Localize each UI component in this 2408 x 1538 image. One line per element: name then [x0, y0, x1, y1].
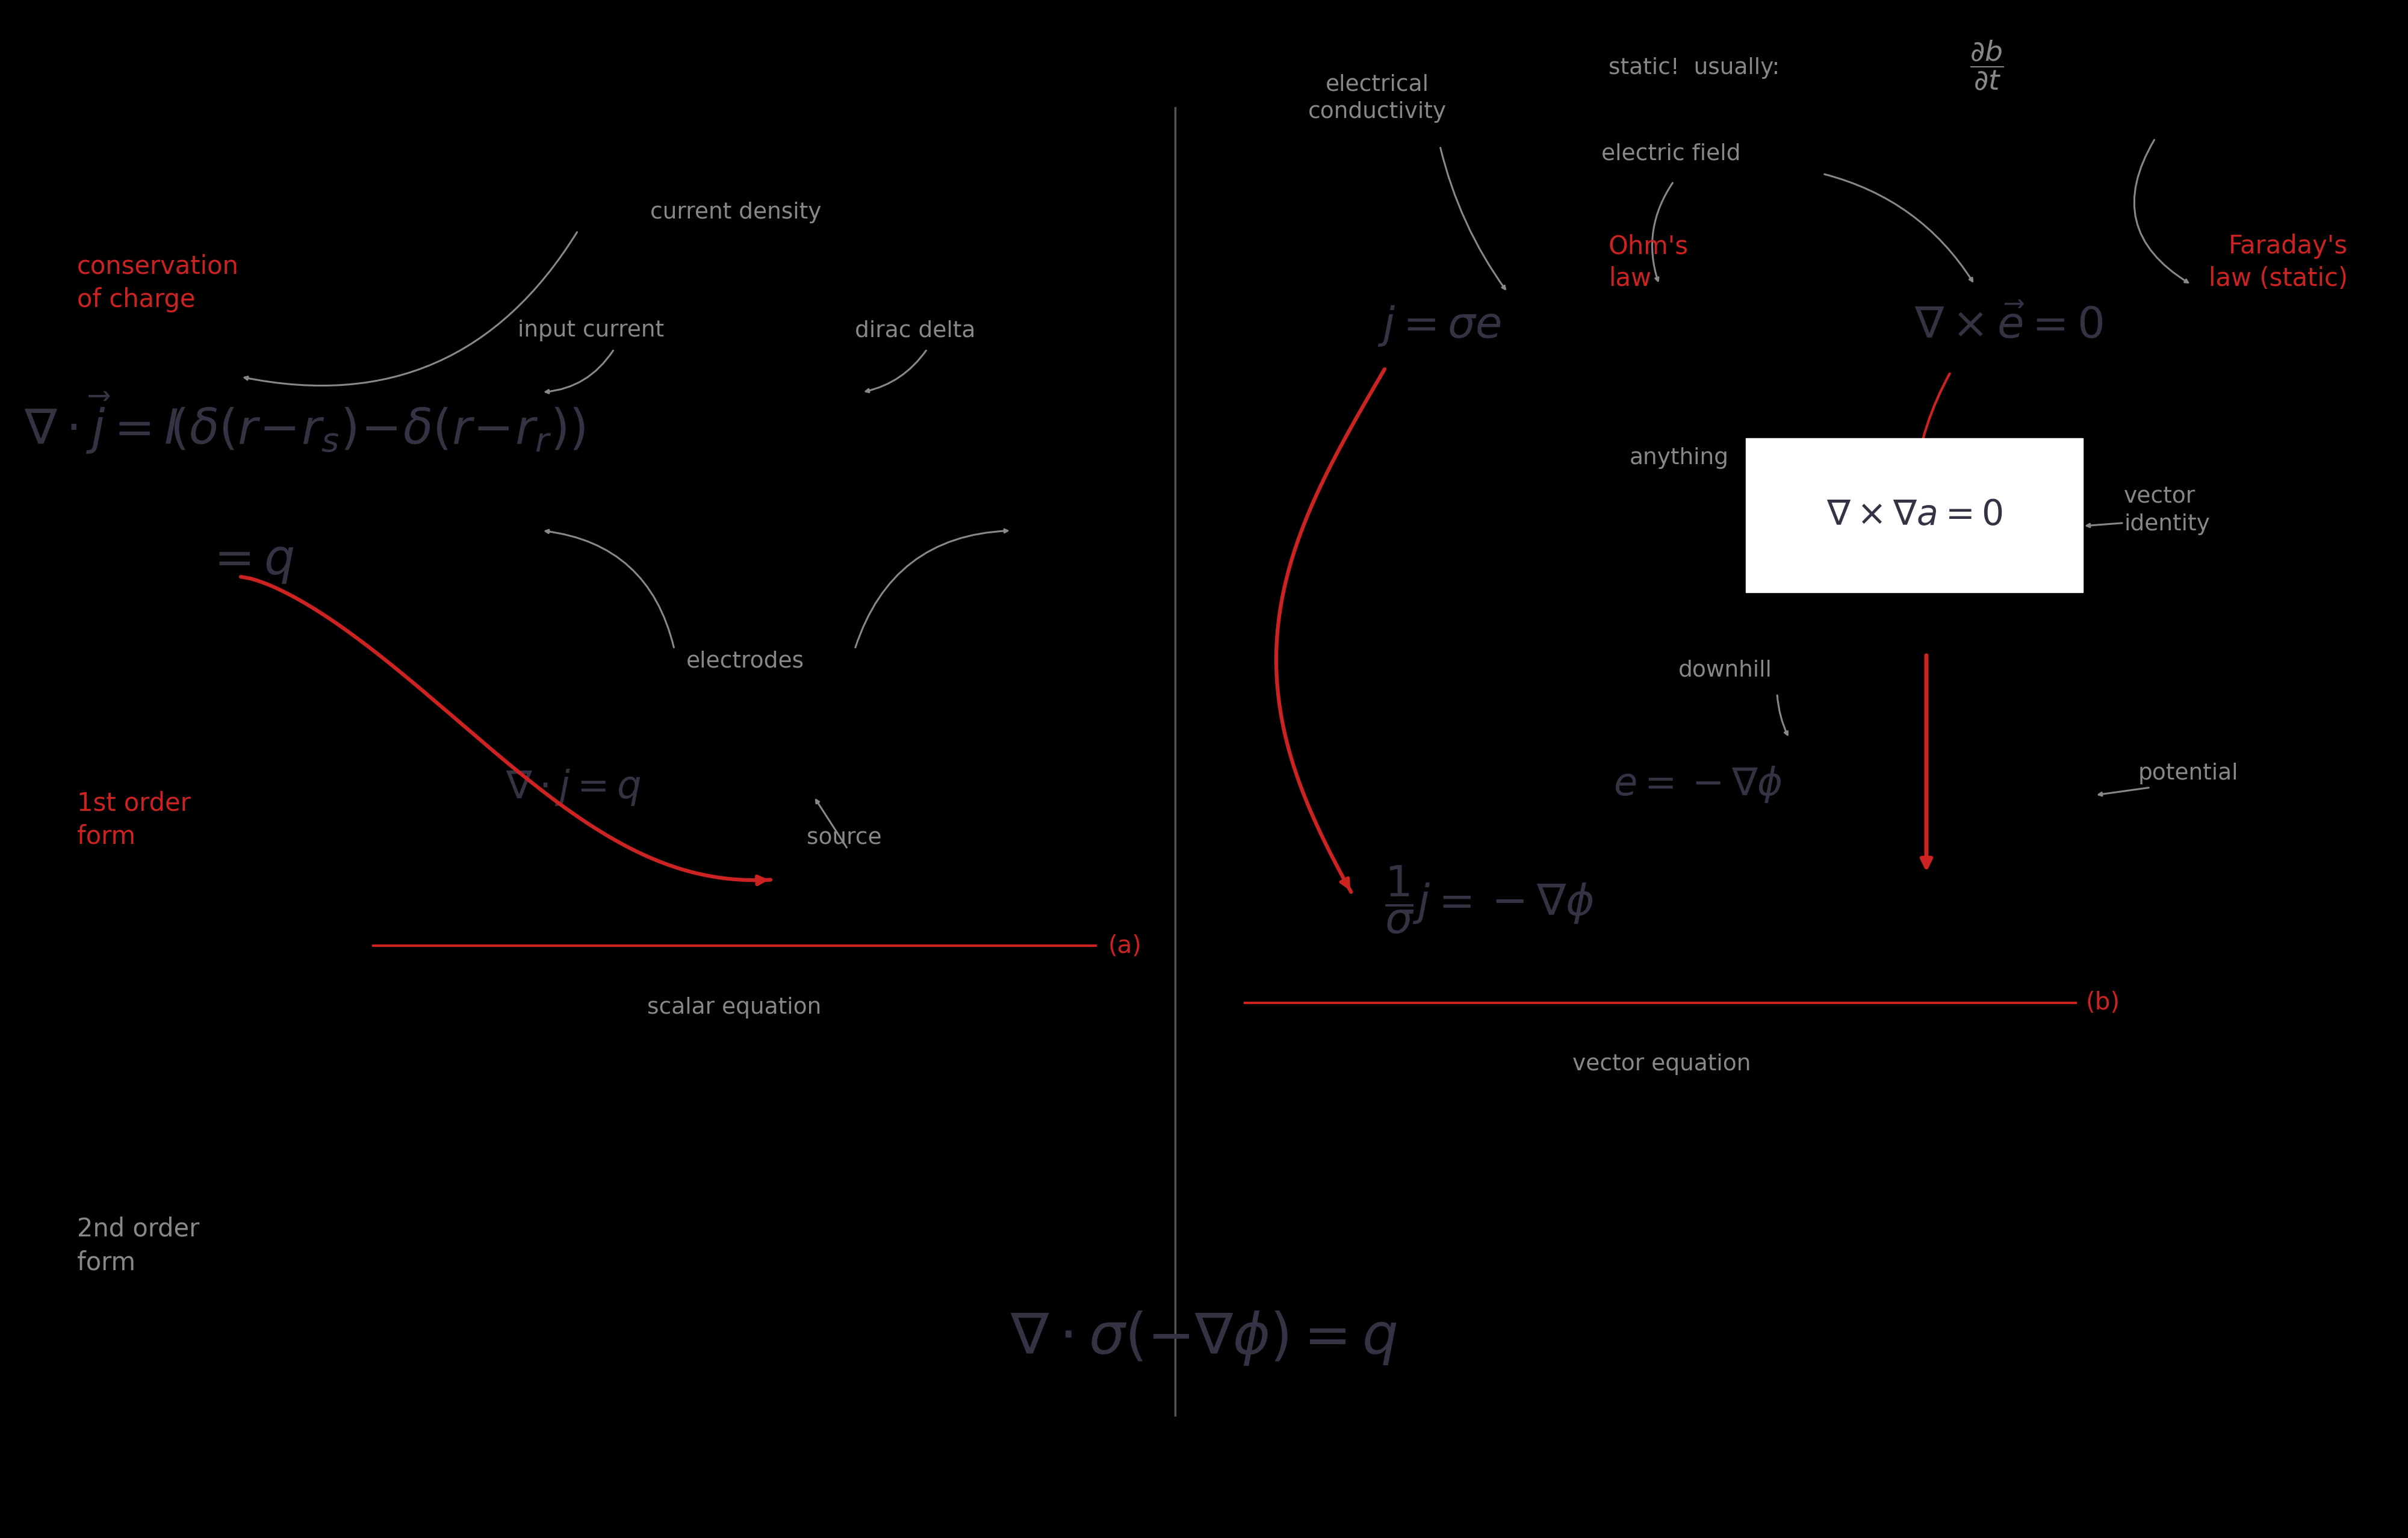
Text: vector equation: vector equation: [1572, 1054, 1751, 1075]
Text: electrodes: electrodes: [686, 651, 804, 672]
Text: scalar equation: scalar equation: [648, 997, 821, 1018]
Text: Faraday's
law (static): Faraday's law (static): [2208, 234, 2348, 291]
Text: $\dfrac{\partial b}{\partial t}$: $\dfrac{\partial b}{\partial t}$: [1970, 38, 2003, 92]
Text: $\nabla \cdot \vec{j} = I\!\left(\delta(r\!-\!r_s)\!-\!\delta(r\!-\!r_r)\right)$: $\nabla \cdot \vec{j} = I\!\left(\delta(…: [24, 391, 585, 455]
Text: $j = \sigma e$: $j = \sigma e$: [1377, 305, 1500, 348]
Text: vector
identity: vector identity: [2124, 486, 2211, 535]
Text: conservation
of charge: conservation of charge: [77, 254, 238, 312]
Text: 2nd order
form: 2nd order form: [77, 1217, 200, 1275]
Text: current density: current density: [650, 201, 821, 223]
Text: $\nabla \times \vec{e} = 0$: $\nabla \times \vec{e} = 0$: [1914, 305, 2102, 348]
Text: $\nabla \cdot j = q$: $\nabla \cdot j = q$: [506, 767, 641, 807]
Text: potential: potential: [2138, 763, 2239, 784]
Text: source: source: [807, 827, 881, 849]
Text: 1st order
form: 1st order form: [77, 791, 190, 849]
Text: anything: anything: [1630, 448, 1729, 469]
Text: Ohm's
law: Ohm's law: [1609, 234, 1688, 291]
Text: (b): (b): [2085, 990, 2119, 1015]
Text: $\dfrac{1}{\sigma}j = -\nabla\phi$: $\dfrac{1}{\sigma}j = -\nabla\phi$: [1385, 864, 1594, 935]
Text: downhill: downhill: [1678, 660, 1772, 681]
Text: electric field: electric field: [1601, 143, 1741, 165]
Text: input current: input current: [518, 320, 665, 341]
Text: (a): (a): [1108, 934, 1141, 958]
Text: $= q$: $= q$: [205, 538, 294, 584]
Text: static!  usually:: static! usually:: [1609, 57, 1780, 78]
Text: electrical
conductivity: electrical conductivity: [1308, 74, 1447, 123]
Text: $e = -\nabla\phi$: $e = -\nabla\phi$: [1613, 764, 1782, 804]
Text: dirac delta: dirac delta: [855, 320, 975, 341]
Text: $\nabla \cdot \sigma(-\nabla\phi) = q$: $\nabla \cdot \sigma(-\nabla\phi) = q$: [1011, 1309, 1397, 1367]
FancyBboxPatch shape: [1746, 438, 2083, 592]
Text: $\nabla \times \nabla a = 0$: $\nabla \times \nabla a = 0$: [1825, 498, 2003, 532]
